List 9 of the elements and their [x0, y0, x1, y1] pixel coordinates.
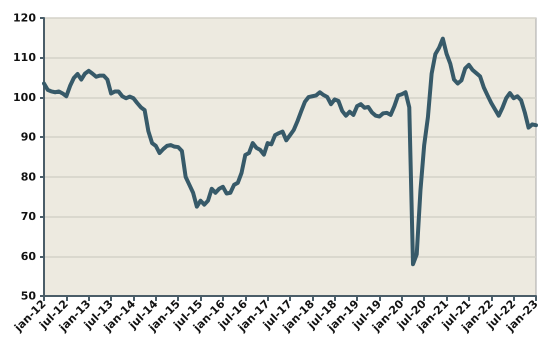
- line-series: [42, 36, 538, 266]
- y-tick-label: 100: [13, 90, 36, 104]
- y-tick-label: 110: [13, 51, 36, 64]
- y-tick-label: 120: [13, 12, 36, 24]
- y-tick-label: 70: [20, 210, 36, 224]
- y-tick-label: 60: [20, 250, 36, 263]
- y-tick-label: 90: [20, 130, 36, 144]
- y-tick-label: 50: [20, 290, 36, 302]
- y-tick-label: 80: [20, 170, 36, 184]
